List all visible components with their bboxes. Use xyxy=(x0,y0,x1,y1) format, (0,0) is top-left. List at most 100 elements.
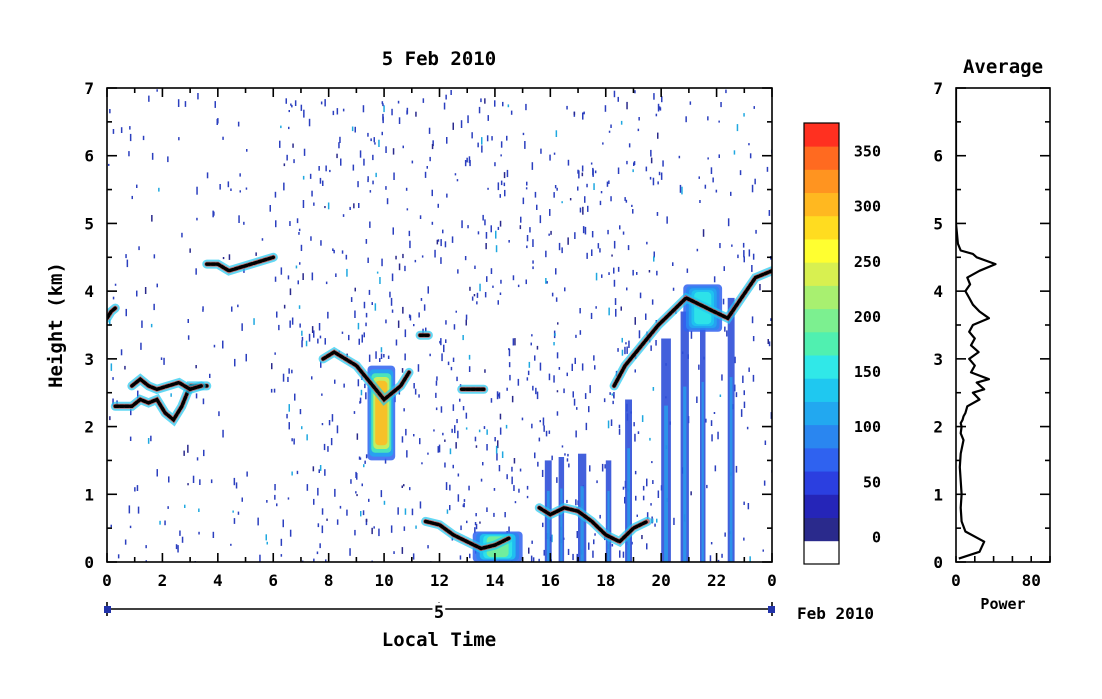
noise-speckle xyxy=(484,98,486,104)
noise-speckle xyxy=(357,379,360,387)
colorbar-swatch xyxy=(804,123,839,147)
noise-speckle xyxy=(393,172,395,180)
noise-speckle xyxy=(275,220,277,228)
noise-speckle xyxy=(202,309,204,312)
noise-speckle xyxy=(626,160,628,165)
noise-speckle xyxy=(476,301,478,305)
noise-speckle xyxy=(288,422,290,430)
noise-speckle xyxy=(463,499,466,502)
noise-speckle xyxy=(538,558,540,562)
noise-speckle xyxy=(397,507,399,515)
noise-speckle xyxy=(734,356,736,364)
noise-speckle xyxy=(486,135,489,142)
noise-speckle xyxy=(611,393,613,396)
x-tick-label: 10 xyxy=(374,571,393,590)
noise-speckle xyxy=(364,460,366,464)
noise-speckle xyxy=(617,348,619,352)
noise-speckle xyxy=(362,105,365,113)
noise-speckle xyxy=(748,367,750,372)
noise-speckle xyxy=(446,509,449,514)
noise-speckle xyxy=(313,330,315,338)
noise-speckle xyxy=(435,392,437,398)
noise-speckle xyxy=(435,380,438,386)
noise-speckle xyxy=(120,127,123,133)
noise-speckle xyxy=(327,446,329,452)
noise-speckle xyxy=(283,163,286,167)
noise-speckle xyxy=(392,227,394,235)
noise-speckle xyxy=(120,349,123,356)
noise-speckle xyxy=(124,365,126,370)
noise-speckle xyxy=(465,319,467,326)
colorbar-swatch xyxy=(804,331,839,356)
noise-speckle xyxy=(378,139,380,147)
noise-speckle xyxy=(288,126,290,130)
noise-speckle xyxy=(312,466,315,472)
noise-speckle xyxy=(227,181,230,188)
noise-speckle xyxy=(575,334,577,338)
rain-shaft-layer xyxy=(544,297,735,562)
noise-speckle xyxy=(404,329,407,338)
noise-speckle xyxy=(129,126,131,130)
noise-speckle xyxy=(324,206,326,209)
colorbar-swatch xyxy=(804,401,839,426)
noise-speckle xyxy=(311,376,313,380)
noise-speckle xyxy=(464,256,467,261)
noise-speckle xyxy=(283,304,286,309)
noise-speckle xyxy=(615,308,617,317)
noise-speckle xyxy=(537,461,539,467)
noise-speckle xyxy=(145,545,147,549)
noise-speckle xyxy=(317,523,320,528)
noise-speckle xyxy=(320,240,322,246)
noise-speckle xyxy=(440,406,443,413)
noise-speckle xyxy=(626,346,628,354)
noise-speckle xyxy=(475,445,478,448)
noise-speckle xyxy=(299,409,302,415)
noise-speckle xyxy=(117,554,120,559)
noise-speckle xyxy=(617,266,620,272)
noise-speckle xyxy=(469,286,471,291)
noise-speckle xyxy=(340,158,342,166)
noise-speckle xyxy=(730,191,732,196)
noise-speckle xyxy=(477,142,479,148)
noise-speckle xyxy=(611,254,613,257)
noise-speckle xyxy=(754,178,756,185)
noise-speckle xyxy=(427,452,429,455)
noise-speckle xyxy=(719,243,721,249)
noise-speckle xyxy=(282,519,284,528)
noise-speckle xyxy=(198,531,200,535)
noise-speckle xyxy=(653,251,655,258)
noise-speckle xyxy=(239,173,241,177)
noise-speckle xyxy=(594,365,596,370)
noise-speckle xyxy=(419,215,422,219)
noise-speckle xyxy=(301,336,304,341)
noise-speckle xyxy=(239,190,241,193)
noise-speckle xyxy=(233,477,236,486)
noise-speckle xyxy=(287,497,290,500)
noise-speckle xyxy=(291,104,293,108)
noise-speckle xyxy=(296,218,299,224)
noise-speckle xyxy=(650,157,653,164)
noise-speckle xyxy=(655,340,657,346)
noise-speckle xyxy=(619,550,621,558)
noise-speckle xyxy=(711,434,713,442)
heatmap-y-tick-labels: 0 1 2 3 4 5 6 7 xyxy=(84,79,94,572)
noise-speckle xyxy=(724,326,726,332)
noise-speckle xyxy=(445,94,447,100)
noise-speckle xyxy=(743,537,745,541)
noise-speckle xyxy=(466,157,468,163)
noise-speckle xyxy=(446,193,448,198)
noise-speckle xyxy=(508,362,511,368)
noise-speckle xyxy=(363,332,365,338)
colorbar-swatch xyxy=(804,215,839,240)
noise-speckle xyxy=(572,391,574,398)
noise-speckle xyxy=(153,303,155,311)
noise-speckle xyxy=(611,543,614,547)
noise-speckle xyxy=(325,165,327,172)
noise-speckle xyxy=(112,398,114,406)
x-tick-label: 20 xyxy=(652,571,671,590)
noise-speckle xyxy=(751,184,754,193)
noise-speckle xyxy=(195,268,197,275)
noise-speckle xyxy=(704,184,707,189)
noise-speckle xyxy=(114,283,117,286)
noise-speckle xyxy=(156,89,158,92)
